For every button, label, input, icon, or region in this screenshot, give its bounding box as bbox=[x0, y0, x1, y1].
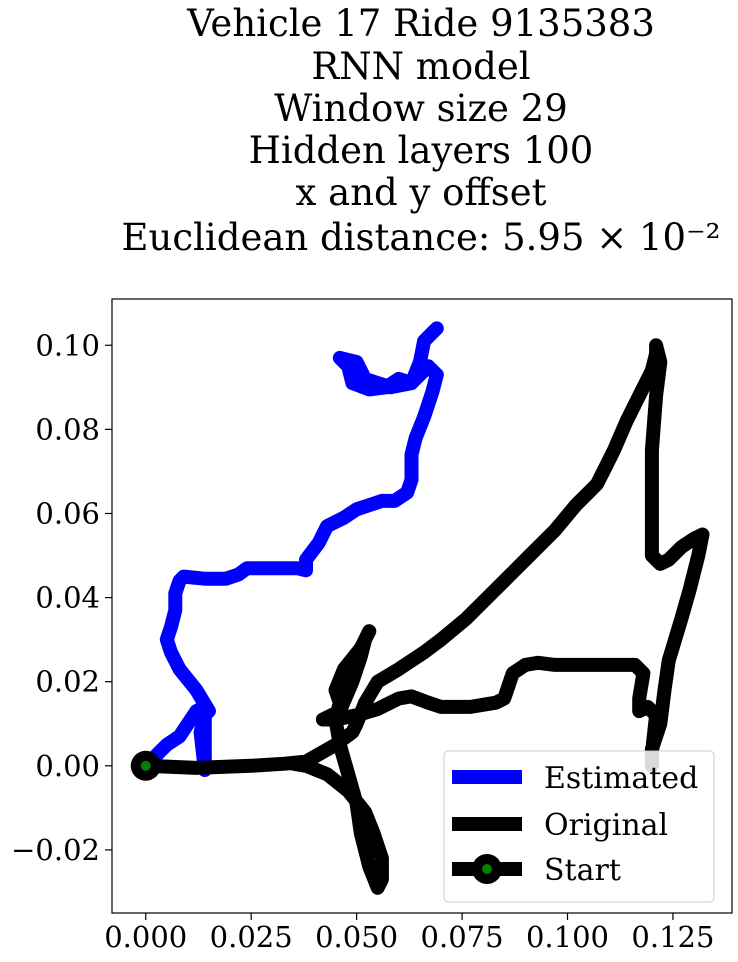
title-line: RNN model bbox=[311, 45, 530, 88]
legend-start-marker-center bbox=[482, 864, 492, 874]
y-tick-label: 0.04 bbox=[35, 581, 100, 615]
x-tick-label: 0.050 bbox=[315, 920, 398, 954]
title-line: Vehicle 17 Ride 9135383 bbox=[186, 2, 655, 45]
y-tick-label: 0.08 bbox=[35, 412, 100, 446]
x-tick-label: 0.075 bbox=[421, 920, 504, 954]
legend-estimated-label: Estimated bbox=[544, 761, 698, 796]
x-axis: 0.000 0.025 0.050 0.075 0.100 0.125 bbox=[104, 913, 714, 954]
y-tick-label: 0.02 bbox=[35, 665, 100, 699]
y-tick-label: −0.02 bbox=[11, 833, 100, 867]
start-marker-center bbox=[140, 760, 151, 771]
title-line: Window size 29 bbox=[274, 87, 568, 130]
x-tick-label: 0.100 bbox=[526, 920, 609, 954]
y-axis: −0.02 0.00 0.02 0.04 0.06 0.08 0.10 bbox=[11, 328, 112, 867]
legend-start-label: Start bbox=[544, 853, 621, 888]
title-line: Euclidean distance: 5.95 × 10⁻² bbox=[122, 216, 721, 259]
y-tick-label: 0.06 bbox=[35, 496, 100, 530]
title-line: x and y offset bbox=[296, 171, 547, 214]
original-series-line bbox=[138, 338, 710, 895]
x-tick-label: 0.025 bbox=[210, 920, 293, 954]
plot-area: 0.000 0.025 0.050 0.075 0.100 0.125 −0.02 0.00… bbox=[11, 298, 733, 954]
y-tick-label: 0.00 bbox=[35, 749, 100, 783]
y-tick-label: 0.10 bbox=[35, 328, 100, 362]
legend-original-label: Original bbox=[544, 808, 668, 843]
legend: Estimated Original Start bbox=[443, 750, 715, 903]
title-line: Hidden layers 100 bbox=[249, 129, 594, 172]
x-tick-label: 0.125 bbox=[631, 920, 714, 954]
x-tick-label: 0.000 bbox=[104, 920, 187, 954]
estimated-series-line bbox=[138, 321, 444, 777]
axes-frame bbox=[111, 298, 733, 914]
